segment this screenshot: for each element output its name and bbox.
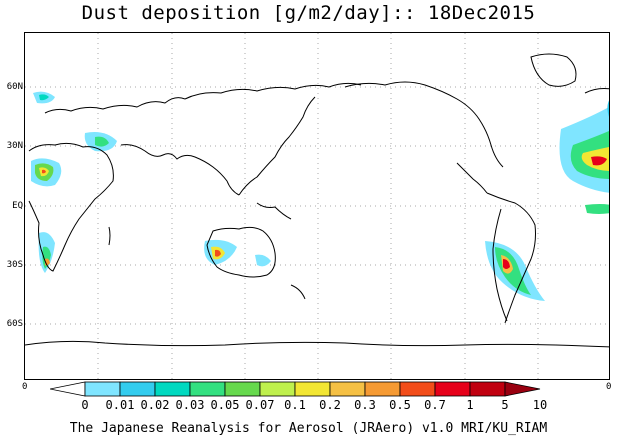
colorbar-swatch (470, 382, 505, 396)
colorbar-label: 0.2 (319, 398, 341, 412)
lat-label-60n: 60N (1, 82, 23, 92)
colorbar-swatch (260, 382, 295, 396)
colorbar-swatch (50, 382, 85, 396)
colorbar-swatch (400, 382, 435, 396)
colorbar-labels: 0 0.01 0.02 0.03 0.05 0.07 0.1 0.2 0.3 0… (0, 398, 617, 412)
colorbar-left-corner: 0 (22, 382, 27, 392)
lat-label-30s: 30S (1, 260, 23, 270)
colorbar-label: 0.05 (211, 398, 240, 412)
colorbar-right-corner: 0 (606, 382, 611, 392)
colorbar-label: 0.07 (246, 398, 275, 412)
dust-deposition-shading (31, 92, 610, 301)
colorbar-label: 0 (81, 398, 88, 412)
colorbar-label: 10 (533, 398, 547, 412)
colorbar-label: 1 (466, 398, 473, 412)
colorbar-swatch (435, 382, 470, 396)
colorbar-swatch (365, 382, 400, 396)
colorbar-label: 0.5 (389, 398, 411, 412)
lat-label-60s: 60S (1, 319, 23, 329)
colorbar-swatch (190, 382, 225, 396)
colorbar-label: 0.03 (176, 398, 205, 412)
colorbar-swatch (155, 382, 190, 396)
lat-label-eq: EQ (1, 201, 23, 211)
lat-label-30n: 30N (1, 141, 23, 151)
colorbar-label: 0.01 (106, 398, 135, 412)
colorbar-swatch (330, 382, 365, 396)
colorbar-swatch (295, 382, 330, 396)
colorbar-swatch (225, 382, 260, 396)
colorbar-swatch (505, 382, 540, 396)
map-frame (24, 32, 610, 380)
colorbar-label: 0.7 (424, 398, 446, 412)
map-title: Dust deposition [g/m2/day]:: 18Dec2015 (0, 2, 617, 24)
colorbar-label: 0.02 (141, 398, 170, 412)
colorbar-label: 5 (501, 398, 508, 412)
colorbar-swatch (120, 382, 155, 396)
colorbar-svg (50, 381, 580, 397)
colorbar-label: 0.1 (284, 398, 306, 412)
colorbar-swatch (85, 382, 120, 396)
world-map (25, 33, 610, 380)
credit-line: The Japanese Reanalysis for Aerosol (JRA… (0, 421, 617, 436)
colorbar-label: 0.3 (354, 398, 376, 412)
